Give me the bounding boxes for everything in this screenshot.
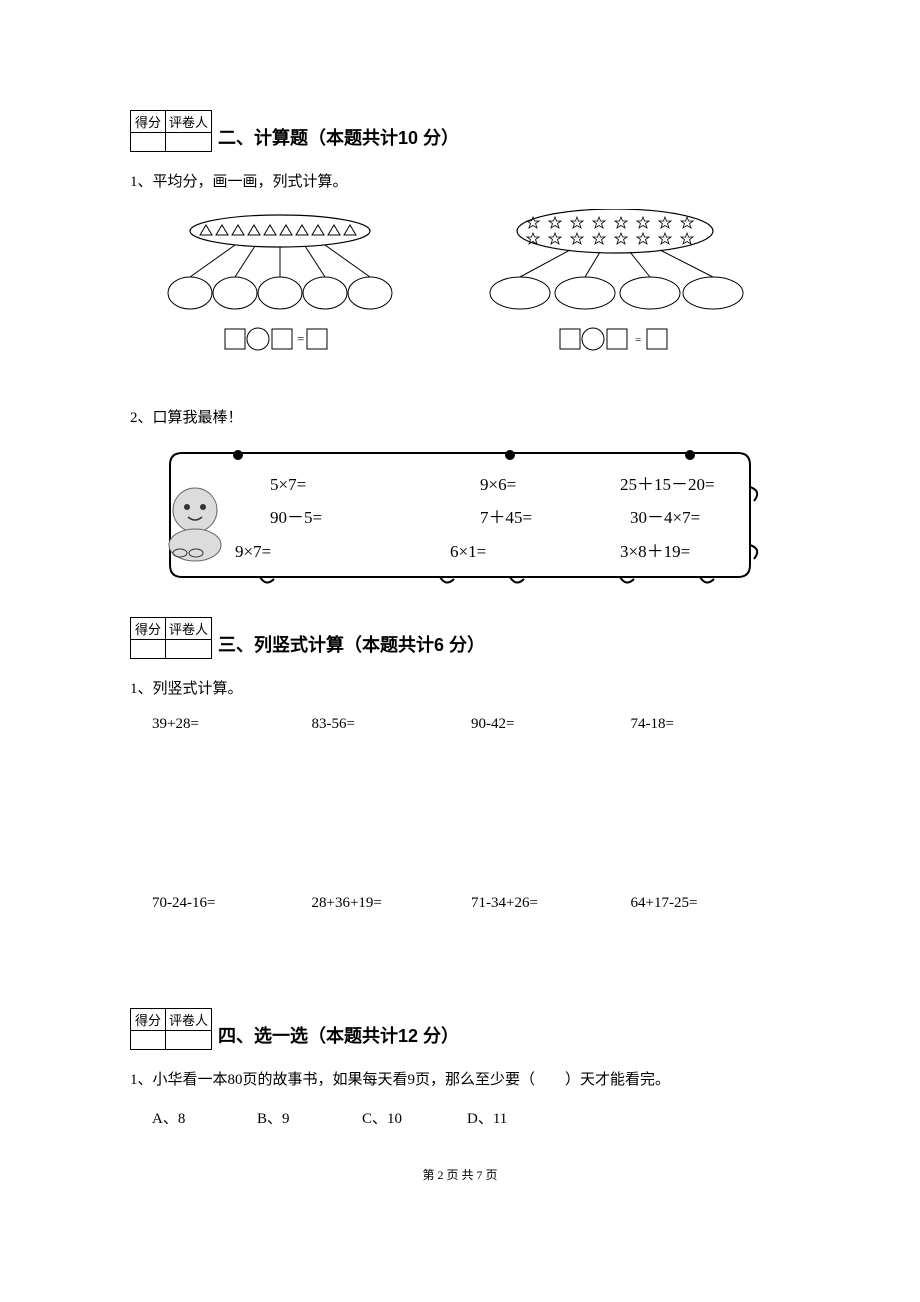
v2a: 70-24-16=	[152, 895, 312, 912]
figure-mental: 5×7= 9×6= 25＋15－20= 90－5= 7＋45= 30－4×7= …	[130, 445, 790, 595]
v2d: 64+17-25=	[631, 895, 791, 912]
m-r1c1: 5×7=	[270, 475, 306, 494]
section-4-header: 得分 评卷人 四、选一选（本题共计12 分）	[130, 1008, 790, 1050]
v2b: 28+36+19=	[312, 895, 472, 912]
score-label: 得分	[131, 1009, 166, 1031]
section-2-title: 二、计算题（本题共计10 分）	[218, 124, 459, 152]
figure-divide: =	[130, 209, 790, 384]
v1c: 90-42=	[471, 716, 631, 733]
q-4-1-stem: 1、小华看一本80页的故事书，如果每天看9页，那么至少要（ ）天才能看完。	[130, 1068, 790, 1089]
v2c: 71-34+26=	[471, 895, 631, 912]
grader-label: 评卷人	[166, 618, 212, 640]
vertical-row-1: 39+28= 83-56= 90-42= 74-18=	[130, 716, 790, 733]
section-3-title: 三、列竖式计算（本题共计6 分）	[218, 631, 485, 659]
vertical-row-2: 70-24-16= 28+36+19= 71-34+26= 64+17-25=	[130, 895, 790, 912]
grader-label: 评卷人	[166, 111, 212, 133]
section-3-header: 得分 评卷人 三、列竖式计算（本题共计6 分）	[130, 617, 790, 659]
score-label: 得分	[131, 618, 166, 640]
grader-label: 评卷人	[166, 1009, 212, 1031]
m-r3c3: 3×8＋19=	[620, 542, 690, 561]
m-r3c2: 6×1=	[450, 542, 486, 561]
m-r2c3: 30－4×7=	[630, 508, 700, 527]
section-2-header: 得分 评卷人 二、计算题（本题共计10 分）	[130, 110, 790, 152]
v1a: 39+28=	[152, 716, 312, 733]
v1b: 83-56=	[312, 716, 472, 733]
m-r2c1: 90－5=	[270, 508, 322, 527]
svg-text:=: =	[635, 334, 641, 346]
v1d: 74-18=	[631, 716, 791, 733]
svg-text:=: =	[297, 331, 304, 346]
m-r3c1: 9×7=	[235, 542, 271, 561]
score-box: 得分 评卷人	[130, 110, 212, 152]
score-box-4: 得分 评卷人	[130, 1008, 212, 1050]
page-footer: 第 2 页 共 7 页	[130, 1166, 790, 1183]
m-r2c2: 7＋45=	[480, 508, 532, 527]
m-r1c3: 25＋15－20=	[620, 475, 715, 494]
opt-c: C、10	[362, 1107, 467, 1128]
opt-b: B、9	[257, 1107, 362, 1128]
opt-d: D、11	[467, 1107, 572, 1128]
q-2-2-label: 2、口算我最棒！	[130, 406, 790, 427]
score-box-3: 得分 评卷人	[130, 617, 212, 659]
opt-a: A、8	[152, 1107, 257, 1128]
section-4-title: 四、选一选（本题共计12 分）	[218, 1022, 459, 1050]
grader-cell	[166, 133, 212, 152]
q-2-1-label: 1、平均分，画一画，列式计算。	[130, 170, 790, 191]
q-3-1-label: 1、列竖式计算。	[130, 677, 790, 698]
score-cell	[131, 133, 166, 152]
score-label: 得分	[131, 111, 166, 133]
m-r1c2: 9×6=	[480, 475, 516, 494]
q-4-1-options: A、8 B、9 C、10 D、11	[130, 1107, 572, 1128]
